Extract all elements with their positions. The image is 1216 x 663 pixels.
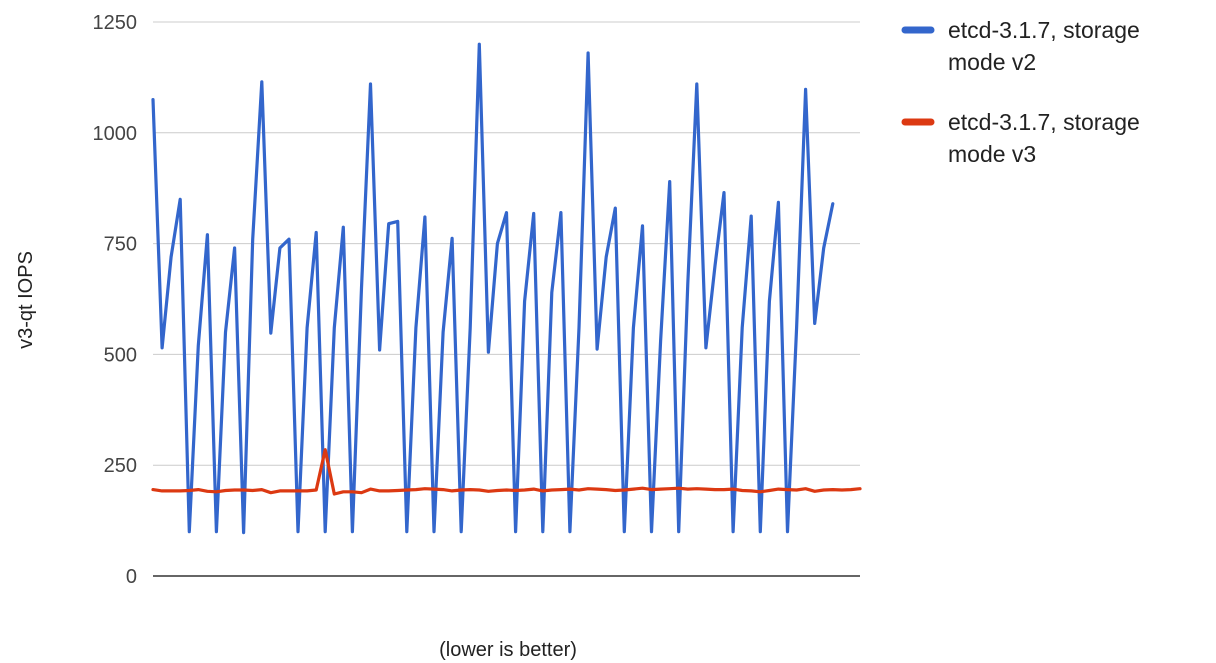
y-tick-label: 500 bbox=[104, 344, 137, 366]
y-tick-label: 250 bbox=[104, 455, 137, 477]
legend-label: etcd-3.1.7, storage mode v2 bbox=[948, 17, 1140, 75]
y-tick-label: 1250 bbox=[93, 12, 138, 34]
y-axis-title: v3-qt IOPS bbox=[15, 251, 37, 349]
x-axis-title: (lower is better) bbox=[439, 639, 577, 661]
legend: etcd-3.1.7, storage mode v2 etcd-3.1.7, st… bbox=[901, 17, 1140, 167]
y-tick-label: 750 bbox=[104, 234, 137, 256]
series-line-2 bbox=[151, 448, 862, 496]
y-tick-label: 1000 bbox=[93, 123, 138, 145]
series-line-1 bbox=[151, 42, 835, 535]
legend-label: etcd-3.1.7, storage mode v3 bbox=[948, 109, 1140, 167]
axes: 0 250 500 750 1000 1250 bbox=[93, 12, 860, 588]
series-lines bbox=[151, 42, 862, 535]
y-tick-label: 0 bbox=[126, 566, 137, 588]
